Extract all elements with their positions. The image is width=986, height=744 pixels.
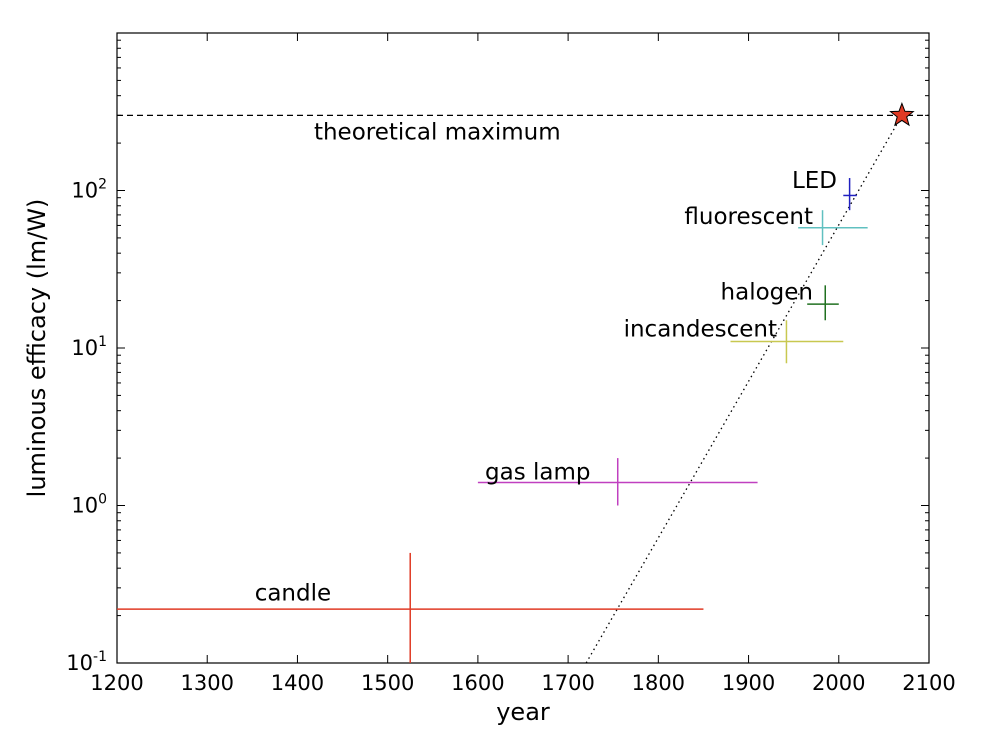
x-tick-label-1200: 1200 <box>90 671 143 695</box>
x-tick-label-1600: 1600 <box>451 671 504 695</box>
theoretical-maximum-star <box>889 101 915 127</box>
y-tick-label-1: 101 <box>71 334 107 360</box>
x-axis-label: year <box>496 698 550 726</box>
x-tick-label-1400: 1400 <box>271 671 324 695</box>
fluorescent-label: fluorescent <box>684 204 813 230</box>
x-tick-label-1800: 1800 <box>632 671 685 695</box>
x-tick-label-2100: 2100 <box>902 671 955 695</box>
incandescent-label: incandescent <box>624 317 777 343</box>
x-tick-label-1900: 1900 <box>722 671 775 695</box>
trend-line <box>585 115 903 664</box>
y-tick-label--1: 10-1 <box>66 649 107 675</box>
led-label: LED <box>792 168 837 194</box>
x-tick-label-2000: 2000 <box>812 671 865 695</box>
halogen-label: halogen <box>721 280 813 306</box>
axis-ticks: 1200 1300 1400 1500 1600 1700 1800 1900 2000 2100… <box>66 33 956 695</box>
y-tick-label-2: 102 <box>71 177 107 203</box>
gas-lamp-label: gas lamp <box>485 460 590 486</box>
theoretical-maximum-label: theoretical maximum <box>314 119 561 145</box>
candle-label: candle <box>255 580 331 606</box>
y-tick-label-0: 100 <box>71 492 107 518</box>
x-tick-label-1500: 1500 <box>361 671 414 695</box>
y-axis-label: luminous efficacy (lm/W) <box>23 199 51 498</box>
x-tick-label-1300: 1300 <box>180 671 233 695</box>
x-tick-label-1700: 1700 <box>541 671 594 695</box>
series-group: candle gas lamp incandescent halogen fluores… <box>117 168 868 663</box>
